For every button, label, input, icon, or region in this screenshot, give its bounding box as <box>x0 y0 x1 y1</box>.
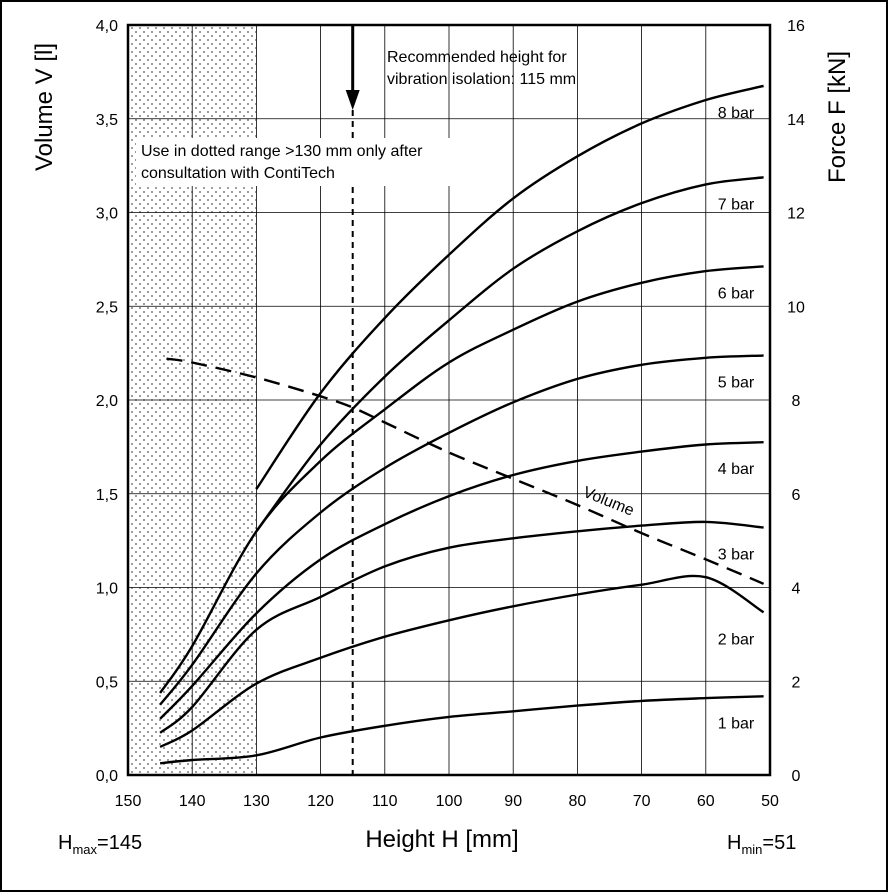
dotted-note-line-2: consultation with ContiTech <box>141 165 335 182</box>
force-curve-2-bar <box>159 574 765 748</box>
y-right-tick-label: 10 <box>787 299 805 316</box>
y-right-tick-label: 6 <box>792 487 801 504</box>
y-left-tick-label: 0,5 <box>96 674 118 691</box>
curve-label-3-bar: 3 bar <box>718 547 755 564</box>
y-right-tick-label: 0 <box>792 768 801 785</box>
y-left-tick-label: 1,5 <box>96 487 118 504</box>
force-curve-4-bar <box>159 441 764 720</box>
y-left-tick-label: 1,0 <box>96 581 118 598</box>
x-tick-label: 120 <box>307 793 334 810</box>
y-right-tick-label: 14 <box>787 112 805 129</box>
arrow-head <box>345 90 360 110</box>
dotted-note-line-1: Use in dotted range >130 mm only after <box>141 143 423 160</box>
x-axis-title: Height H [mm] <box>365 826 518 853</box>
y-right-axis-title: Force F [kN] <box>824 51 851 183</box>
recommended-height-arrow <box>345 25 360 110</box>
x-tick-label: 90 <box>504 793 522 810</box>
plot-frame <box>126 23 772 777</box>
y-left-tick-label: 2,5 <box>96 299 118 316</box>
y-right-tick-label: 12 <box>787 206 805 223</box>
x-tick-label: 70 <box>633 793 651 810</box>
hmax-label: Hmax=145 <box>58 832 142 857</box>
x-tick-label: 100 <box>436 793 463 810</box>
force-curve-8-bar <box>255 84 764 490</box>
y-left-tick-label: 3,5 <box>96 112 118 129</box>
recommended-note-line-1: Recommended height for <box>387 49 567 66</box>
x-tick-label: 150 <box>115 793 142 810</box>
axis-ticks: 150 140 130 120 110 100 90 80 70 60 500,00,51,01,5… <box>96 18 805 810</box>
y-right-tick-label: 8 <box>792 393 801 410</box>
dotted-note-background <box>136 138 486 186</box>
curve-labels: 1 bar 2 bar 3 bar 4 bar 5 bar 6 bar 7 bar 8 bar <box>718 105 755 732</box>
volume-curve-label: Volume <box>581 484 637 520</box>
x-tick-label: 60 <box>697 793 715 810</box>
curve-label-7-bar: 7 bar <box>718 196 755 213</box>
volume-curve <box>166 357 765 585</box>
y-right-tick-label: 2 <box>792 674 801 691</box>
curve-label-2-bar: 2 bar <box>718 631 755 648</box>
recommended-note-line-2: vibration isolation: 115 mm <box>387 71 576 88</box>
x-tick-label: 130 <box>243 793 270 810</box>
curve-label-4-bar: 4 bar <box>718 461 755 478</box>
y-left-tick-label: 3,0 <box>96 206 118 223</box>
force-curve-6-bar <box>159 265 764 694</box>
force-curve-7-bar <box>255 176 764 533</box>
force-curves <box>159 84 765 765</box>
y-left-tick-label: 2,0 <box>96 393 118 410</box>
x-tick-label: 110 <box>372 793 398 810</box>
curve-label-1-bar: 1 bar <box>718 715 755 732</box>
y-left-axis-title: Volume V [l] <box>31 43 58 171</box>
x-tick-label: 50 <box>761 793 779 810</box>
curve-label-8-bar: 8 bar <box>718 105 755 122</box>
x-tick-label: 80 <box>569 793 587 810</box>
y-right-tick-label: 4 <box>792 581 801 598</box>
curve-label-5-bar: 5 bar <box>718 374 755 391</box>
y-left-tick-label: 4,0 <box>96 18 118 35</box>
force-curve-3-bar <box>159 520 764 734</box>
curve-label-6-bar: 6 bar <box>718 285 755 302</box>
y-right-tick-label: 16 <box>787 18 805 35</box>
force-curve-5-bar <box>159 354 764 706</box>
x-tick-label: 140 <box>179 793 206 810</box>
y-left-tick-label: 0,0 <box>96 768 118 785</box>
hmin-label: Hmin=51 <box>727 832 796 857</box>
force-curve-1-bar <box>159 695 764 765</box>
